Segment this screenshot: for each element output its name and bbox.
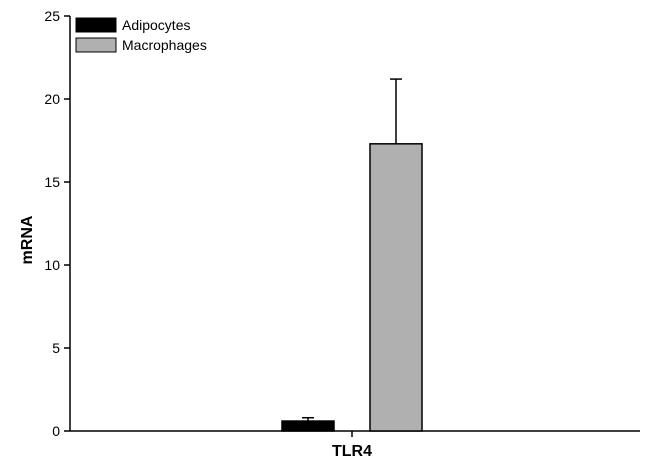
legend-label-adipocytes: Adipocytes [122, 17, 190, 33]
bars [281, 78, 423, 432]
x-ticks: TLR4 [332, 431, 372, 460]
y-tick-label: 15 [44, 174, 60, 190]
x-tick-label: TLR4 [332, 443, 372, 460]
y-tick-label: 20 [44, 91, 60, 107]
bar-adipocytes [281, 420, 335, 432]
y-ticks: 0 5 10 15 20 25 [44, 8, 70, 439]
y-tick-label: 10 [44, 257, 60, 273]
axes [69, 16, 640, 432]
bar-macrophages [369, 143, 423, 432]
legend: Adipocytes Macrophages [75, 17, 207, 53]
y-tick-label: 25 [44, 8, 60, 24]
y-tick-label: 0 [52, 423, 60, 439]
y-tick-label: 5 [52, 340, 60, 356]
y-axis-label: mRNA [19, 215, 36, 264]
legend-label-macrophages: Macrophages [122, 37, 207, 53]
legend-swatch-macrophages [75, 37, 117, 53]
legend-swatch-adipocytes [75, 17, 117, 33]
